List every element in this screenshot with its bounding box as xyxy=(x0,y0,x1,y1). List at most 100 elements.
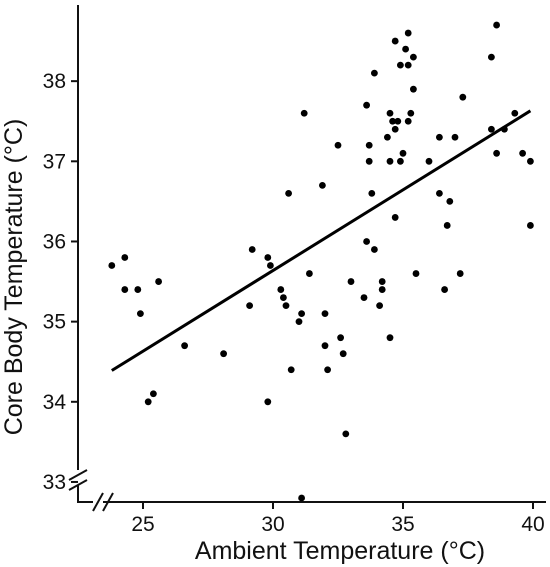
data-point xyxy=(443,222,451,229)
data-point xyxy=(287,366,295,374)
data-point xyxy=(220,350,228,358)
data-point xyxy=(378,278,386,285)
data-point xyxy=(264,398,272,406)
data-point xyxy=(410,53,417,61)
data-point xyxy=(321,310,329,318)
data-point xyxy=(298,310,305,318)
trend-line xyxy=(111,109,532,372)
data-point xyxy=(363,238,370,245)
x-axis-title: Ambient Temperature (°C) xyxy=(195,537,485,565)
data-point xyxy=(295,318,303,326)
data-point xyxy=(150,390,157,398)
data-point xyxy=(407,109,415,117)
data-point xyxy=(155,278,163,285)
x-axis-break-mark-left xyxy=(92,492,104,512)
y-tick-label: 33 xyxy=(43,471,66,494)
data-point xyxy=(144,398,152,406)
data-point xyxy=(108,262,116,269)
data-point xyxy=(285,189,292,197)
x-tick-label: 25 xyxy=(131,513,154,536)
data-point xyxy=(368,189,376,197)
data-point xyxy=(280,294,287,301)
data-point xyxy=(511,109,519,117)
data-point xyxy=(334,141,342,149)
y-tick-label: 34 xyxy=(43,391,67,414)
data-point xyxy=(371,69,378,77)
data-point xyxy=(493,149,500,157)
data-point xyxy=(527,157,534,165)
data-point xyxy=(121,254,129,261)
data-point xyxy=(300,109,308,117)
data-point xyxy=(342,430,350,438)
data-point xyxy=(394,117,402,125)
data-point xyxy=(456,270,464,277)
data-point xyxy=(488,125,495,133)
y-ticks: 33 34 35 36 37 38 xyxy=(43,70,78,494)
data-point xyxy=(459,93,467,101)
data-point xyxy=(181,342,189,350)
data-point xyxy=(371,246,378,253)
y-tick-label: 35 xyxy=(43,311,66,334)
data-point xyxy=(404,29,412,37)
data-point xyxy=(365,157,373,165)
y-axis: 33 34 35 36 37 38 xyxy=(43,5,88,502)
data-point xyxy=(264,254,272,261)
y-tick-label: 38 xyxy=(43,70,66,93)
data-point xyxy=(399,149,407,157)
data-point xyxy=(441,286,448,293)
data-point xyxy=(412,270,420,277)
data-point xyxy=(446,197,454,205)
data-point xyxy=(404,61,412,69)
data-point xyxy=(386,157,394,165)
y-axis-title: Core Body Temperature (°C) xyxy=(0,119,28,436)
data-point xyxy=(376,302,383,310)
data-point xyxy=(519,149,526,157)
data-point xyxy=(436,189,443,197)
x-ticks: 25 30 35 40 xyxy=(131,502,545,536)
y-tick-label: 37 xyxy=(43,150,66,173)
data-point xyxy=(397,157,404,165)
x-axis: 25 30 35 40 xyxy=(77,492,546,536)
data-point xyxy=(121,286,129,293)
data-point xyxy=(277,286,285,293)
data-point xyxy=(134,286,142,293)
data-point xyxy=(137,310,144,318)
data-point xyxy=(386,334,394,342)
data-point xyxy=(246,302,254,310)
data-point xyxy=(339,350,347,358)
x-tick-label: 40 xyxy=(521,513,544,536)
data-point xyxy=(488,53,495,61)
data-point xyxy=(451,133,459,141)
data-point xyxy=(391,125,399,133)
data-point xyxy=(391,37,399,45)
data-point xyxy=(410,85,417,93)
data-point xyxy=(404,117,412,125)
data-point xyxy=(360,294,368,301)
data-point xyxy=(391,214,399,221)
data-point xyxy=(389,117,396,125)
x-tick-label: 35 xyxy=(391,513,414,536)
data-point xyxy=(337,334,344,342)
data-point xyxy=(324,366,331,374)
data-point xyxy=(527,222,534,229)
data-point xyxy=(306,270,313,277)
data-point xyxy=(319,181,326,189)
data-point xyxy=(425,157,433,165)
data-point xyxy=(267,262,274,269)
data-point xyxy=(282,302,290,310)
data-point xyxy=(397,61,404,69)
y-axis-break-mark-upper xyxy=(68,469,88,481)
data-point xyxy=(298,494,305,502)
data-point xyxy=(363,101,370,109)
data-point xyxy=(493,21,500,29)
data-points xyxy=(108,21,534,502)
data-point xyxy=(378,286,386,293)
data-point xyxy=(321,342,329,350)
data-point xyxy=(365,141,373,149)
data-point xyxy=(436,133,443,141)
data-point xyxy=(248,246,256,253)
y-tick-label: 36 xyxy=(43,230,66,253)
data-point xyxy=(384,133,391,141)
data-point xyxy=(347,278,355,285)
